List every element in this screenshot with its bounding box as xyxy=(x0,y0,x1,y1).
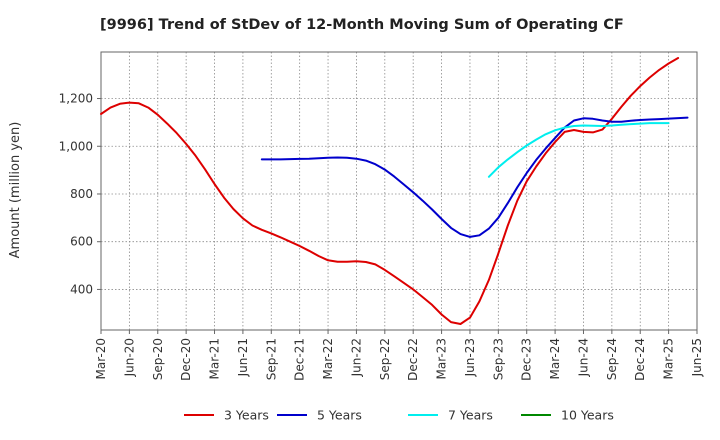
legend-label-10-years: 10 Years xyxy=(561,408,614,423)
y-tick-label: 1,000 xyxy=(59,139,93,153)
y-axis: 400 600 800 1,000 1,200 xyxy=(59,92,101,296)
legend-label-5-years: 5 Years xyxy=(317,408,362,423)
y-tick-label: 600 xyxy=(70,235,93,249)
x-tick-label: Dec-22 xyxy=(406,338,420,381)
y-tick-label: 1,200 xyxy=(59,92,93,106)
x-tick-label: Sep-20 xyxy=(151,338,165,380)
x-tick-label: Sep-22 xyxy=(378,338,392,380)
x-tick-label: Jun-24 xyxy=(576,338,590,377)
x-tick-label: Dec-23 xyxy=(520,338,534,381)
legend-label-3-years: 3 Years xyxy=(224,408,269,423)
y-axis-label: Amount (million yen) xyxy=(8,122,23,259)
x-tick-label: Mar-22 xyxy=(321,338,335,379)
plot-border xyxy=(100,51,698,331)
legend-label-7-years: 7 Years xyxy=(448,408,493,423)
x-tick-label: Jun-22 xyxy=(349,338,363,377)
y-tick-label: 400 xyxy=(70,282,93,296)
x-tick-label: Mar-20 xyxy=(94,338,108,379)
x-tick-label: Mar-24 xyxy=(548,338,562,379)
x-tick-label: Mar-21 xyxy=(208,338,222,379)
x-tick-label: Dec-20 xyxy=(179,338,193,381)
x-tick-label: Jun-25 xyxy=(690,338,704,377)
x-tick-label: Jun-21 xyxy=(236,338,250,377)
series-lines xyxy=(100,57,689,325)
series-line-5-years xyxy=(260,116,689,238)
x-tick-label: Sep-21 xyxy=(264,338,278,380)
x-axis: Mar-20 Jun-20 Sep-20 Dec-20 Mar-21 Jun-21 Sep-… xyxy=(94,330,704,381)
x-tick-label: Sep-23 xyxy=(491,338,505,380)
series-line-7-years xyxy=(487,122,670,178)
x-tick-label: Mar-23 xyxy=(435,338,449,379)
x-tick-label: Jun-20 xyxy=(122,338,136,377)
x-tick-label: Sep-24 xyxy=(605,338,619,380)
x-tick-label: Dec-21 xyxy=(293,338,307,381)
y-tick-label: 800 xyxy=(70,187,93,201)
grid xyxy=(100,51,698,331)
plot-area xyxy=(101,52,697,330)
legend: 3 Years 5 Years 7 Years 10 Years xyxy=(184,408,614,423)
x-tick-label: Mar-25 xyxy=(662,338,676,379)
x-tick-label: Jun-23 xyxy=(463,338,477,377)
x-tick-label: Dec-24 xyxy=(633,338,647,381)
chart-title: [9996] Trend of StDev of 12-Month Moving… xyxy=(100,17,624,33)
series-line-3-years xyxy=(100,57,680,325)
